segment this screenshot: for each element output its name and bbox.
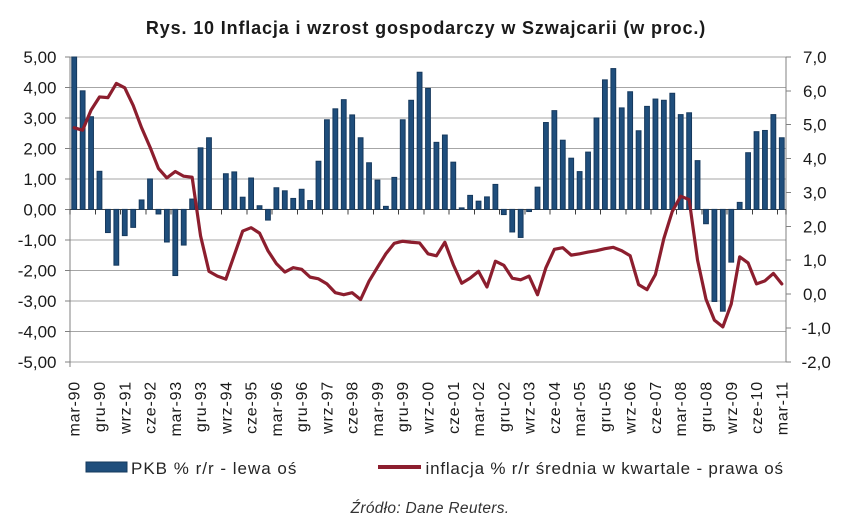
svg-text:2,0: 2,0 <box>803 217 827 236</box>
svg-text:cze-95: cze-95 <box>244 381 261 434</box>
svg-text:PKB % r/r - lewa oś: PKB % r/r - lewa oś <box>131 459 297 478</box>
svg-text:wrz-03: wrz-03 <box>522 381 539 435</box>
svg-text:wrz-91: wrz-91 <box>117 381 134 435</box>
svg-text:1,0: 1,0 <box>803 251 827 270</box>
svg-text:0,00: 0,00 <box>23 200 56 219</box>
svg-text:7,0: 7,0 <box>803 48 827 67</box>
svg-text:mar-11: mar-11 <box>774 381 791 435</box>
svg-text:mar-96: mar-96 <box>269 381 286 436</box>
svg-text:1,00: 1,00 <box>23 170 56 189</box>
svg-text:3,00: 3,00 <box>23 109 56 128</box>
svg-text:4,0: 4,0 <box>803 150 827 169</box>
svg-text:mar-05: mar-05 <box>572 381 589 436</box>
svg-text:wrz-06: wrz-06 <box>623 381 640 435</box>
svg-text:3,0: 3,0 <box>803 184 827 203</box>
svg-text:cze-07: cze-07 <box>648 381 665 434</box>
svg-text:mar-08: mar-08 <box>673 381 690 436</box>
svg-text:-4,00: -4,00 <box>18 322 57 341</box>
svg-text:gru-96: gru-96 <box>294 381 311 432</box>
svg-text:wrz-94: wrz-94 <box>218 381 235 435</box>
svg-text:cze-04: cze-04 <box>547 381 564 434</box>
svg-text:mar-99: mar-99 <box>370 381 387 436</box>
svg-text:gru-90: gru-90 <box>92 381 109 432</box>
svg-text:gru-08: gru-08 <box>698 381 715 432</box>
svg-text:mar-93: mar-93 <box>168 381 185 436</box>
svg-text:gru-02: gru-02 <box>496 381 513 432</box>
svg-text:5,0: 5,0 <box>803 116 827 135</box>
svg-text:wrz-97: wrz-97 <box>319 381 336 435</box>
svg-text:cze-98: cze-98 <box>345 381 362 434</box>
svg-text:gru-99: gru-99 <box>395 381 412 432</box>
svg-text:cze-10: cze-10 <box>749 381 766 434</box>
svg-text:-2,0: -2,0 <box>802 353 831 372</box>
svg-text:gru-93: gru-93 <box>193 381 210 432</box>
svg-text:Źródło: Dane Reuters.: Źródło: Dane Reuters. <box>350 500 510 517</box>
svg-text:cze-92: cze-92 <box>143 381 160 434</box>
svg-text:-1,0: -1,0 <box>802 319 831 338</box>
svg-text:-3,00: -3,00 <box>18 292 57 311</box>
svg-text:mar-90: mar-90 <box>67 381 84 436</box>
svg-text:-5,00: -5,00 <box>18 353 57 372</box>
svg-text:inflacja % r/r średnia w kwart: inflacja % r/r średnia w kwartale - praw… <box>426 459 784 478</box>
svg-text:gru-05: gru-05 <box>597 381 614 432</box>
svg-text:wrz-09: wrz-09 <box>724 381 741 435</box>
svg-text:cze-01: cze-01 <box>446 381 463 434</box>
svg-text:0,0: 0,0 <box>803 285 827 304</box>
svg-text:4,00: 4,00 <box>23 79 56 98</box>
svg-text:2,00: 2,00 <box>23 139 56 158</box>
svg-text:6,0: 6,0 <box>803 82 827 101</box>
svg-text:mar-02: mar-02 <box>471 381 488 436</box>
svg-text:5,00: 5,00 <box>23 48 56 67</box>
svg-text:wrz-00: wrz-00 <box>421 381 438 435</box>
svg-text:Rys. 10 Inflacja i wzrost gosp: Rys. 10 Inflacja i wzrost gospodarczy w … <box>146 18 706 38</box>
svg-text:-2,00: -2,00 <box>18 261 57 280</box>
svg-text:-1,00: -1,00 <box>18 231 57 250</box>
